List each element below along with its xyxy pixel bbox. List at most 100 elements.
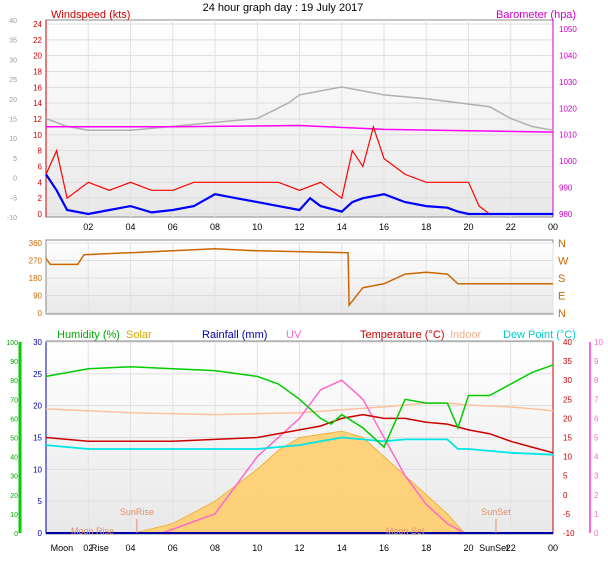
wind-x-tick-label: 16 [379,222,389,232]
uv-line [161,379,465,534]
outer-tick-label: 10 [9,136,17,143]
uv-tick-label: 8 [594,376,599,385]
climate-x-tick-label: 10 [252,543,262,553]
windspeed-tick-label: 20 [33,52,42,61]
compass-tick-label: S [558,273,565,285]
temperature-tick-label: 25 [563,395,572,404]
temperature-tick-label: 10 [563,453,572,462]
wind-x-tick-label: 00 [548,222,558,232]
solar-area [134,430,466,534]
wind-x-tick-label: 22 [506,222,516,232]
compass-tick-label: N [558,238,566,250]
humidity-tick-label: 70 [10,397,18,404]
humidity-tick-label: 100 [6,340,18,347]
humidity-tick-label: 30 [10,474,18,481]
dew-point-line [45,436,554,456]
windspeed-tick-label: 12 [33,115,42,124]
temperature-tick-label: 30 [563,376,572,385]
temperature-tick-label: -5 [563,510,571,519]
wind-x-tick-label: 18 [421,222,431,232]
climate-x-tick-label: Moon [51,543,74,553]
humidity-tick-label: 0 [14,531,18,538]
uv-tick-label: 3 [594,472,599,481]
humidity-tick-label: 90 [10,359,18,366]
humidity-tick-label: 80 [10,378,18,385]
direction-tick-label: 180 [29,274,43,283]
windspeed-tick-label: 0 [38,210,43,219]
sun-moon-annotation: Moon Set [386,526,425,536]
climate-x-tick-label: 22 [506,543,516,553]
rainfall-tick-label: 20 [33,402,42,411]
temperature-tick-label: 0 [563,491,568,500]
humidity-tick-label: 50 [10,436,18,443]
solar-label: Solar [126,329,152,341]
windspeed-tick-label: 16 [33,83,42,92]
indoor-label: Indoor [450,329,482,341]
barometer-tick-label: 1050 [559,25,577,34]
outer-tick-label: 20 [9,97,17,104]
windspeed-tick-label: 22 [33,36,42,45]
uv-tick-label: 2 [594,491,599,500]
uv-tick-label: 4 [594,453,599,462]
climate-x-tick-label: 12 [294,543,304,553]
humidity-tick-label: 20 [10,493,18,500]
temperature-tick-label: 15 [563,434,572,443]
temperature-tick-label: 35 [563,357,572,366]
direction-tick-label: 270 [29,257,43,266]
barometer-tick-label: 1000 [559,157,577,166]
windspeed-tick-label: 6 [38,163,43,172]
dew-point-label: Dew Point (°C) [503,329,576,341]
barometer-tick-label: 990 [559,184,573,193]
wind-direction-line [45,248,553,308]
wind-x-tick-label: 02 [83,222,93,232]
windspeed-tick-label: 18 [33,68,42,77]
sun-moon-annotation: Moon Rise [71,526,114,536]
climate-x-tick-label: 20 [463,543,473,553]
temperature-tick-label: 20 [563,414,572,423]
uv-tick-label: 5 [594,434,599,443]
climate-x-tick-label: 14 [337,543,347,553]
climate-x-tick-label: 00 [548,543,558,553]
rainfall-tick-label: 30 [33,338,42,347]
climate-x-tick-label: Rise [91,543,109,553]
barometer-label: Barometer (hpa) [496,9,576,21]
direction-tick-label: 360 [29,239,43,248]
outer-tick-label: 25 [9,77,17,84]
temperature-line [45,413,554,454]
outer-tick-label: 35 [9,38,17,45]
outer-tick-label: 0 [13,176,17,183]
rainfall-tick-label: 15 [33,434,42,443]
climate-x-tick-label: 04 [125,543,135,553]
direction-tick-label: 90 [33,292,42,301]
uv-tick-label: 6 [594,414,599,423]
direction-tick-label: 0 [38,309,43,318]
temperature-tick-label: 40 [563,338,572,347]
indoor-line [45,402,554,416]
rainfall-label: Rainfall (mm) [202,329,267,341]
humidity-tick-label: 10 [10,512,18,519]
barometer-tick-label: 1030 [559,78,577,87]
windspeed-tick-label: 2 [38,194,43,203]
compass-tick-label: E [558,291,565,303]
outer-tick-label: 15 [9,117,17,124]
uv-label: UV [286,329,302,341]
climate-x-tick-label: 16 [379,543,389,553]
outer-tick-label: -10 [7,215,17,222]
wind-x-tick-label: 20 [463,222,473,232]
climate-x-tick-label: 06 [168,543,178,553]
outer-tick-label: 5 [13,156,17,163]
rainfall-tick-label: 25 [33,370,42,379]
outer-tick-label: 30 [9,57,17,64]
uv-tick-label: 9 [594,357,599,366]
windspeed-tick-label: 10 [33,131,42,140]
climate-x-tick-label: 18 [421,543,431,553]
rainfall-tick-label: 5 [38,497,43,506]
humidity-label: Humidity (%) [57,329,120,341]
outer-tick-label: -5 [11,195,17,202]
windspeed-line [45,124,553,215]
barometer-tick-label: 1040 [559,51,577,60]
rainfall-tick-label: 10 [33,465,42,474]
wind-x-tick-label: 04 [125,222,135,232]
compass-tick-label: N [558,308,566,320]
wind-x-tick-label: 06 [168,222,178,232]
